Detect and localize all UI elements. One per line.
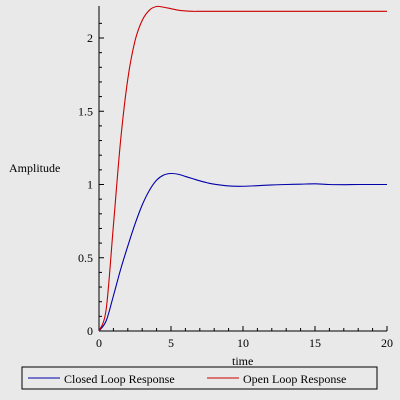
y-tick-label: 0 xyxy=(87,324,93,338)
x-axis-label: time xyxy=(232,354,253,368)
y-tick-label: 0.5 xyxy=(78,251,93,265)
closed-loop-response-line xyxy=(98,172,387,332)
tick-labels: 00.511.520 5 10 15 20 xyxy=(78,31,393,350)
open-loop-response-line xyxy=(98,5,387,332)
legend: Closed Loop Response Open Loop Response xyxy=(21,366,378,390)
y-axis-label: Amplitude xyxy=(9,161,60,175)
y-tick-label: 1 xyxy=(87,178,93,192)
x-tick-label: 5 xyxy=(168,336,174,350)
x-tick-label: 20 xyxy=(381,336,393,350)
series-layer xyxy=(98,5,387,332)
tick-marks xyxy=(98,22,388,332)
legend-label: Closed Loop Response xyxy=(64,372,175,386)
y-tick-label: 1.5 xyxy=(78,104,93,118)
legend-label: Open Loop Response xyxy=(243,372,346,386)
x-tick-label: 10 xyxy=(237,336,249,350)
legend-box xyxy=(21,366,378,390)
x-tick-label: 15 xyxy=(309,336,321,350)
x-tick-label: 0 xyxy=(96,336,102,350)
axes xyxy=(98,6,387,332)
y-tick-label: 2 xyxy=(87,31,93,45)
